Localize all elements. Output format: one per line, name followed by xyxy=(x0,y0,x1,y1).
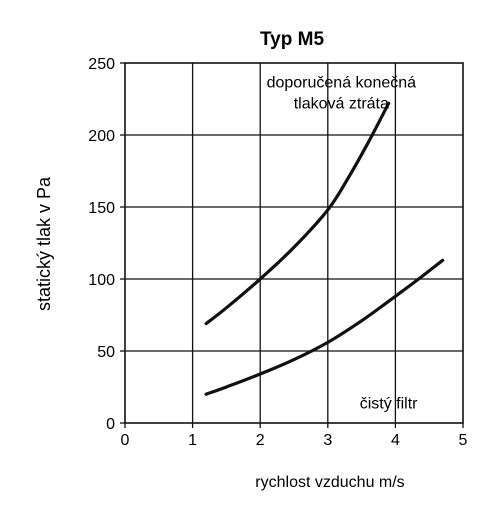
chart-title: Typ M5 xyxy=(260,29,324,50)
series-layer xyxy=(204,101,445,396)
y-axis-label: statický tlak v Pa xyxy=(34,176,54,311)
y-tick-label-5: 250 xyxy=(88,56,115,73)
annotation-0-line-1: tlaková ztráta xyxy=(294,95,389,112)
x-tick-label-4: 4 xyxy=(391,432,400,449)
grid xyxy=(124,62,464,424)
y-tick-label-3: 150 xyxy=(88,200,115,217)
y-tick-label-1: 50 xyxy=(97,344,115,361)
x-axis-label: rychlost vzduchu m/s xyxy=(255,474,404,491)
series-line-0 xyxy=(204,101,391,326)
x-tick-label-0: 0 xyxy=(121,432,130,449)
x-tick-label-5: 5 xyxy=(459,432,468,449)
plot-frame xyxy=(124,62,464,424)
x-tick-label-2: 2 xyxy=(256,432,265,449)
annotation-1-line-0: čistý filtr xyxy=(360,396,418,413)
y-tick-label-0: 0 xyxy=(106,416,115,433)
annotations: doporučená konečná tlaková ztráta čistý fi… xyxy=(267,74,419,412)
y-tick-label-2: 100 xyxy=(88,272,115,289)
x-tick-label-1: 1 xyxy=(188,432,197,449)
x-tick-label-3: 3 xyxy=(323,432,332,449)
y-tick-labels: 0 50 100 150 200 250 xyxy=(88,56,125,433)
x-tick-labels: 0 1 2 3 4 5 xyxy=(121,423,468,449)
series-line-1 xyxy=(204,258,445,396)
y-tick-label-4: 200 xyxy=(88,128,115,145)
annotation-0-line-0: doporučená konečná xyxy=(267,74,417,91)
